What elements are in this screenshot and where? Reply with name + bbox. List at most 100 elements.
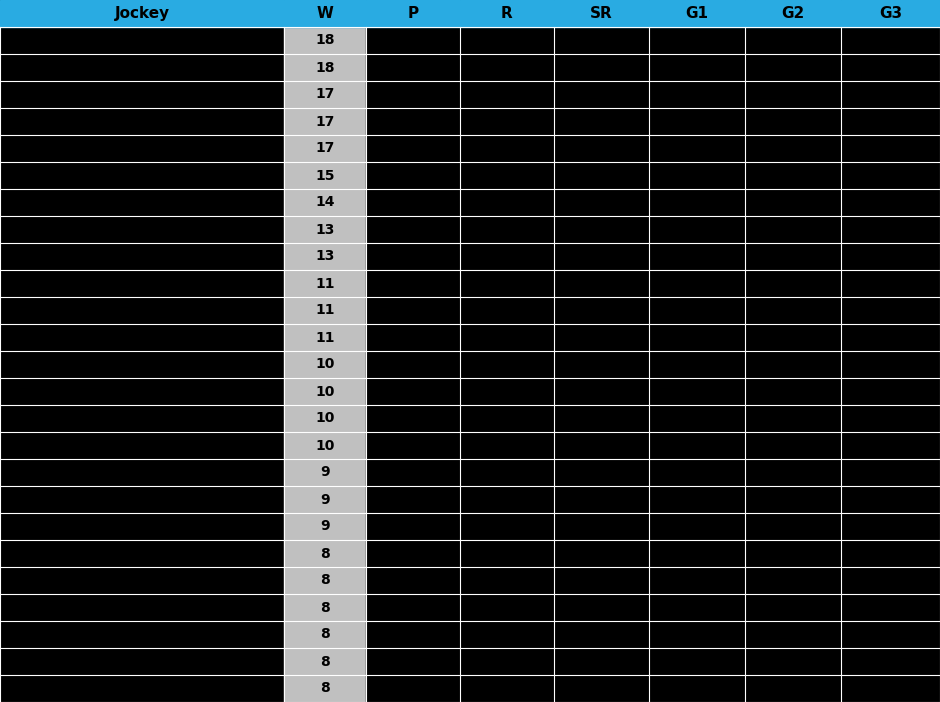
Bar (460, 405, 554, 432)
Bar (841, 135, 940, 162)
Bar (0, 216, 284, 243)
Bar (554, 621, 649, 648)
Bar (284, 297, 366, 324)
Bar (554, 648, 649, 675)
Text: 18: 18 (315, 60, 335, 74)
Bar (284, 135, 366, 162)
Bar (649, 594, 745, 621)
Bar (366, 675, 460, 702)
Text: 17: 17 (315, 114, 335, 128)
Bar (649, 243, 745, 270)
Bar (284, 567, 366, 594)
Bar (284, 243, 366, 270)
Bar (460, 621, 554, 648)
Bar (841, 189, 940, 216)
Bar (554, 351, 649, 378)
Bar (284, 432, 366, 459)
Bar (0, 459, 284, 486)
Bar (0, 540, 284, 567)
Bar (366, 216, 460, 243)
Bar (0, 324, 284, 351)
Bar (745, 675, 841, 702)
Bar (460, 432, 554, 459)
Bar (841, 81, 940, 108)
Bar (745, 81, 841, 108)
Bar (745, 486, 841, 513)
Bar (745, 567, 841, 594)
Bar (366, 297, 460, 324)
Bar (284, 324, 366, 351)
Bar (366, 54, 460, 81)
Bar (841, 243, 940, 270)
Bar (841, 648, 940, 675)
Bar (745, 54, 841, 81)
Bar (284, 108, 366, 135)
Bar (460, 162, 554, 189)
Bar (460, 189, 554, 216)
Bar (841, 405, 940, 432)
Bar (649, 621, 745, 648)
Bar (649, 567, 745, 594)
Bar (841, 567, 940, 594)
Text: 11: 11 (315, 331, 335, 345)
Bar (366, 243, 460, 270)
Bar (554, 486, 649, 513)
Bar (0, 351, 284, 378)
Text: 10: 10 (315, 385, 335, 399)
Text: SR: SR (590, 6, 613, 21)
Bar (366, 378, 460, 405)
Bar (460, 54, 554, 81)
Bar (745, 243, 841, 270)
Text: 17: 17 (315, 142, 335, 156)
Bar (366, 648, 460, 675)
Bar (554, 297, 649, 324)
Bar (366, 270, 460, 297)
Text: 13: 13 (315, 249, 335, 263)
Bar (841, 27, 940, 54)
Bar (554, 324, 649, 351)
Bar (649, 486, 745, 513)
Bar (554, 567, 649, 594)
Bar (649, 351, 745, 378)
Bar (649, 54, 745, 81)
Bar (366, 567, 460, 594)
Bar (841, 216, 940, 243)
Bar (745, 27, 841, 54)
Bar (649, 81, 745, 108)
Bar (284, 594, 366, 621)
Bar (554, 594, 649, 621)
Bar (745, 324, 841, 351)
Bar (649, 405, 745, 432)
Bar (841, 378, 940, 405)
Bar (0, 270, 284, 297)
Bar (841, 270, 940, 297)
Bar (554, 378, 649, 405)
Bar (284, 0, 366, 27)
Bar (366, 432, 460, 459)
Bar (745, 378, 841, 405)
Text: 11: 11 (315, 303, 335, 317)
Bar (0, 486, 284, 513)
Bar (366, 324, 460, 351)
Bar (460, 459, 554, 486)
Bar (0, 621, 284, 648)
Bar (366, 108, 460, 135)
Bar (0, 378, 284, 405)
Bar (554, 189, 649, 216)
Bar (284, 648, 366, 675)
Bar (745, 270, 841, 297)
Bar (366, 81, 460, 108)
Bar (284, 378, 366, 405)
Bar (0, 27, 284, 54)
Bar (554, 432, 649, 459)
Text: 14: 14 (315, 195, 335, 209)
Bar (0, 513, 284, 540)
Bar (649, 216, 745, 243)
Bar (554, 216, 649, 243)
Bar (745, 513, 841, 540)
Bar (649, 162, 745, 189)
Bar (649, 648, 745, 675)
Bar (841, 351, 940, 378)
Bar (460, 378, 554, 405)
Bar (554, 270, 649, 297)
